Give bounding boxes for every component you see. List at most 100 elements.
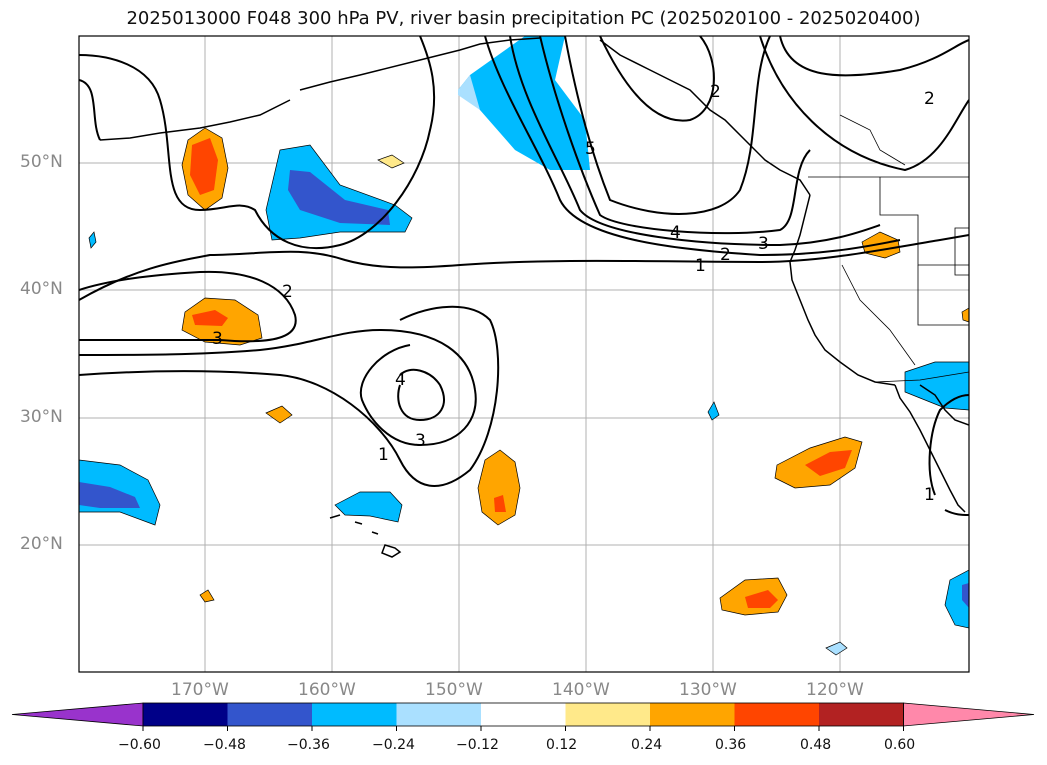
neg-anomaly-gulf-alaska: [458, 36, 590, 170]
pv-contour-4-jet: [539, 36, 811, 235]
contour-label-2-gulf: 2: [710, 82, 721, 102]
pv-contour-3-jet: [509, 36, 881, 247]
neg-anomaly-small-3: [825, 641, 848, 656]
coastlines: [99, 37, 969, 558]
colorbar-tick-label: 0.48: [800, 737, 832, 753]
pos-anomaly-east-dark: [805, 450, 852, 476]
lon-label-170w: 170°W: [171, 680, 229, 700]
pos-anomaly-small-a: [377, 154, 405, 169]
pv-contour-1-jet: [79, 234, 969, 301]
pos-anomaly-38n-dark: [192, 310, 228, 326]
contour-label-4-jet: 4: [670, 223, 681, 243]
coast-alaska-south: [299, 37, 541, 91]
lat-label-50n: 50°N: [20, 152, 63, 172]
contour-label-2-west: 2: [282, 282, 293, 302]
colorbar-segment: [565, 703, 651, 726]
coast-mexico-mainland: [919, 384, 969, 426]
neg-anomaly-baja: [904, 361, 969, 411]
lat-label-40n: 40°N: [20, 279, 63, 299]
colorbar-segment: [143, 703, 228, 726]
colorbar-tick-label: −0.60: [118, 737, 161, 753]
contour-label-1-low: 1: [378, 445, 389, 465]
coast-aleutians: [99, 99, 291, 141]
pv-contour-2-south: [79, 270, 297, 343]
contour-label-1-jet: 1: [695, 256, 706, 276]
lon-label-120w: 120°W: [806, 680, 864, 700]
pv-contour-ne-ridge: [759, 36, 969, 172]
contour-label-4-low: 4: [395, 370, 406, 390]
colorbar-extend-low: [11, 702, 144, 727]
neg-anomaly-west-dark: [79, 482, 140, 508]
map-frame: [78, 35, 970, 673]
lon-label-130w: 130°W: [679, 680, 737, 700]
border-state-3: [841, 264, 916, 366]
map-title: 2025013000 F048 300 hPa PV, river basin …: [126, 8, 921, 29]
coast-alaska-panhandle: [599, 39, 811, 196]
colorbar-segment: [819, 703, 904, 726]
pv-contour-ne-2: [779, 36, 969, 77]
pos-anomaly-small-30n: [265, 405, 293, 424]
neg-anomaly-small-2: [707, 401, 720, 421]
colorbar-segment: [227, 703, 313, 726]
colorbar-tick-label: 0.12: [546, 737, 578, 753]
colorbar-segment: [734, 703, 820, 726]
border-state-4: [954, 227, 969, 276]
border-us-mexico: [874, 371, 969, 383]
pos-anomaly-south-dark: [745, 590, 778, 608]
colorbar-segment: [396, 703, 482, 726]
pc-shading: [79, 36, 969, 656]
colorbar-tick-label: −0.36: [287, 737, 330, 753]
pv-contour-west-1: [79, 36, 436, 250]
pos-anomaly-small-c: [961, 307, 969, 323]
pv-contour-4-low: [397, 368, 445, 422]
colorbar-frame: [142, 702, 904, 727]
lon-label-160w: 160°W: [298, 680, 356, 700]
contour-label-3-jet: 3: [758, 234, 769, 254]
colorbar-tick-label: −0.12: [456, 737, 499, 753]
pv-contour-1-low: [79, 305, 500, 487]
border-alaska-canada: [839, 114, 906, 166]
neg-anomaly-se: [944, 569, 969, 629]
neg-anomaly-aleutian-dark: [288, 170, 390, 225]
coast-baja: [894, 384, 966, 513]
pv-contour-2-jet: [484, 36, 901, 257]
border-state-1: [879, 177, 969, 266]
pos-anomaly-small-b: [199, 589, 215, 603]
lon-label-150w: 150°W: [425, 680, 483, 700]
pv-contour-west-2: [79, 79, 101, 141]
borders: [808, 114, 969, 383]
contour-label-3-west: 3: [212, 329, 223, 349]
contour-label-3-low: 3: [415, 431, 426, 451]
pv-contour-3-low: [79, 328, 477, 447]
pv-contour-5-jet: [564, 36, 771, 215]
pv-contour-se: [928, 394, 969, 496]
neg-anomaly-se-dark: [962, 583, 969, 608]
colorbar-tick-label: −0.24: [372, 737, 415, 753]
colorbar-tick-label: 0.24: [631, 737, 663, 753]
gridlines: [79, 36, 969, 672]
contour-label-1-se: 1: [924, 485, 935, 505]
pv-contour-ridge-low: [599, 36, 715, 122]
coast-bc-wa: [789, 194, 896, 386]
contour-label-2-jet: 2: [720, 245, 731, 265]
contour-labels: 5 4 3 2 1 2 3 4 3 1 2 1 2: [212, 82, 935, 505]
pos-anomaly-nw-dark: [190, 138, 218, 195]
lat-label-20n: 20°N: [20, 534, 63, 554]
pv-contours: [79, 36, 969, 516]
border-state-2: [917, 265, 969, 326]
neg-anomaly-small-1: [88, 231, 97, 249]
pos-anomaly-central-dark: [494, 495, 506, 512]
contour-label-5: 5: [585, 139, 596, 159]
lon-label-140w: 140°W: [552, 680, 610, 700]
colorbar-tick-label: 0.60: [884, 737, 916, 753]
contour-label-2-ne: 2: [924, 89, 935, 109]
colorbar-extend-high: [903, 702, 1035, 727]
colorbar-tick-label: 0.36: [715, 737, 747, 753]
pos-anomaly-central: [477, 449, 521, 526]
colorbar-tick-label: −0.48: [203, 737, 246, 753]
lat-label-30n: 30°N: [20, 407, 63, 427]
pv-contour-se-2: [944, 509, 969, 516]
neg-anomaly-hawaii: [334, 491, 403, 523]
colorbar-segment: [312, 703, 397, 726]
